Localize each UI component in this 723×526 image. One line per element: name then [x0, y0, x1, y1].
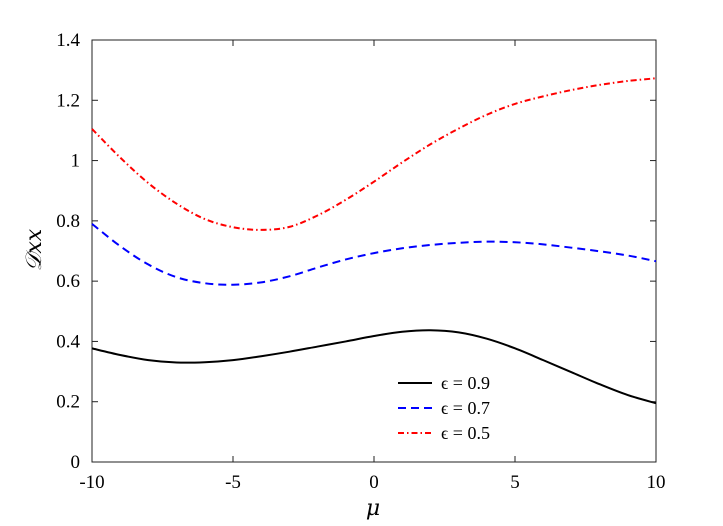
- series-layer: [91, 77, 657, 405]
- y-tick-label: 0.2: [56, 392, 80, 413]
- x-axis-label: μ: [366, 496, 380, 521]
- series-line-1: [91, 223, 657, 286]
- legend-label-1: ϵ = 0.7: [441, 398, 490, 418]
- y-tick-label: 0: [71, 452, 81, 473]
- y-tick-label: 0.6: [56, 271, 80, 292]
- series-line-2: [91, 77, 657, 231]
- y-tick-label: 0.4: [56, 331, 80, 352]
- axis-ticks: [91, 39, 657, 463]
- x-tick-label: 0: [369, 472, 379, 493]
- y-axis-label: 𝒟xx: [22, 228, 47, 271]
- legend-label-2: ϵ = 0.5: [441, 423, 490, 443]
- tick-labels: -10 -5 0 5 10 0 0.2 0.4 0.6 0.8 1 1.2 1.4: [56, 30, 665, 493]
- x-tick-label: 5: [510, 472, 520, 493]
- series-line-0: [91, 329, 657, 405]
- legend-label-0: ϵ = 0.9: [441, 373, 490, 393]
- x-tick-label: -5: [225, 472, 241, 493]
- y-tick-label: 1.2: [56, 90, 80, 111]
- x-tick-label: -10: [79, 472, 104, 493]
- x-tick-label: 10: [647, 472, 666, 493]
- y-tick-label: 1: [71, 151, 81, 172]
- legend: ϵ = 0.9 ϵ = 0.7 ϵ = 0.5: [398, 373, 490, 443]
- y-tick-label: 1.4: [56, 30, 80, 51]
- y-tick-label: 0.8: [56, 211, 80, 232]
- plot-frame: [91, 39, 657, 463]
